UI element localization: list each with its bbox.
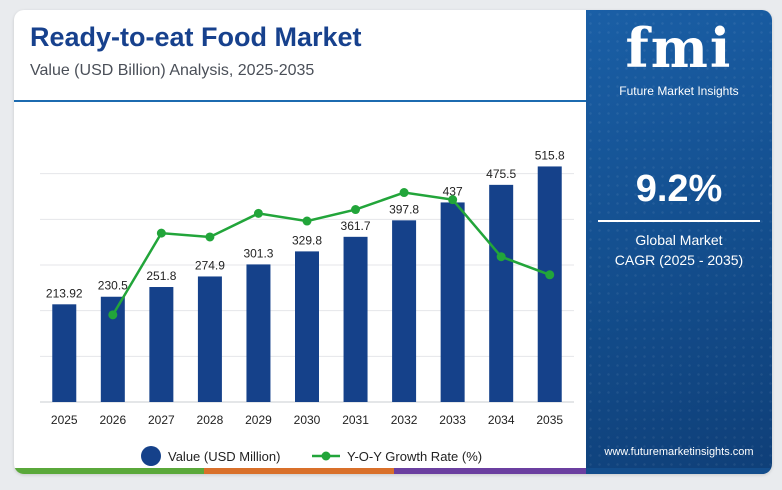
bar-2032 <box>392 220 417 402</box>
growth-line-series <box>108 188 555 320</box>
bar-label-2032: 397.8 <box>389 202 419 216</box>
bar-2027 <box>149 287 174 402</box>
growth-point-2030 <box>302 216 312 226</box>
chart-title: Ready-to-eat Food Market <box>30 22 362 52</box>
growth-point-2032 <box>399 188 409 198</box>
growth-line <box>111 191 551 316</box>
legend-label-growth: Y-O-Y Growth Rate (%) <box>347 449 482 464</box>
x-tick-2029: 2029 <box>245 413 272 427</box>
accent-orange <box>204 468 394 474</box>
cagr-divider <box>598 220 760 222</box>
bar-series <box>52 166 562 402</box>
brand-logo: fmi Future Market Insights <box>586 16 772 106</box>
x-tick-2035: 2035 <box>536 413 563 427</box>
grid-lines <box>40 173 574 403</box>
bar-label-2027: 251.8 <box>146 269 176 283</box>
chart-legend: Value (USD Million) Y-O-Y Growth Rate (%… <box>141 446 482 466</box>
bar-label-2030: 329.8 <box>292 233 322 247</box>
bottom-accent-bar <box>14 468 772 474</box>
bar-label-2025: 213.92 <box>46 286 83 300</box>
x-tick-2026: 2026 <box>99 413 126 427</box>
x-tick-2033: 2033 <box>439 413 466 427</box>
bar-label-2034: 475.5 <box>486 167 516 181</box>
growth-point-2034 <box>496 252 506 262</box>
x-tick-2028: 2028 <box>197 413 224 427</box>
cagr-label: Global Market CAGR (2025 - 2035) <box>586 230 772 270</box>
bar-2033 <box>440 202 465 402</box>
x-axis-ticks: 2025 2026 2027 2028 2029 2030 2031 2032 2033 2034… <box>51 413 563 427</box>
bar-2025 <box>52 304 77 402</box>
accent-green <box>14 468 204 474</box>
x-tick-2025: 2025 <box>51 413 78 427</box>
legend-marker-value <box>141 446 161 466</box>
growth-point-2027 <box>156 228 166 238</box>
bar-2031 <box>343 236 368 402</box>
legend-marker-growth <box>321 451 331 461</box>
bar-2035 <box>537 166 562 402</box>
summary-panel: fmi Future Market Insights 9.2% Global M… <box>586 10 772 474</box>
bar-label-2028: 274.9 <box>195 258 225 272</box>
panel-texture <box>586 10 772 474</box>
website-link[interactable]: www.futuremarketinsights.com <box>604 446 754 458</box>
x-tick-2027: 2027 <box>148 413 175 427</box>
bar-2029 <box>246 264 271 402</box>
chart-card: Ready-to-eat Food Market Value (USD Bill… <box>14 10 772 474</box>
logo-wordmark: fmi <box>625 16 733 80</box>
bar-label-2035: 515.8 <box>535 148 565 162</box>
cagr-label-line2: CAGR (2025 - 2035) <box>614 252 744 268</box>
bar-value-labels: 213.92 230.5 251.8 274.9 301.3 329.8 361.7 397.… <box>46 148 565 300</box>
cagr-value: 9.2% <box>635 168 723 210</box>
x-tick-2032: 2032 <box>391 413 418 427</box>
cagr-label-line1: Global Market <box>635 232 723 248</box>
chart-subtitle: Value (USD Billion) Analysis, 2025-2035 <box>30 62 315 79</box>
accent-purple <box>394 468 586 474</box>
growth-point-2035 <box>545 270 555 280</box>
growth-point-2026 <box>108 310 118 320</box>
growth-point-2033 <box>448 195 458 205</box>
market-chart: 213.92 230.5 251.8 274.9 301.3 329.8 361.7 397.… <box>40 148 574 466</box>
x-tick-2031: 2031 <box>342 413 369 427</box>
bar-2028 <box>197 276 222 402</box>
bar-label-2031: 361.7 <box>341 219 371 233</box>
growth-point-2031 <box>351 205 361 215</box>
growth-point-2028 <box>205 232 215 242</box>
bar-label-2026: 230.5 <box>98 279 128 293</box>
logo-caption: Future Market Insights <box>619 84 739 98</box>
growth-point-2029 <box>253 208 263 218</box>
title-divider <box>14 100 586 102</box>
bar-2030 <box>295 251 319 402</box>
bar-label-2033: 437 <box>443 184 463 198</box>
x-tick-2034: 2034 <box>488 413 515 427</box>
bar-2034 <box>489 184 514 402</box>
accent-blue <box>586 468 772 474</box>
x-tick-2030: 2030 <box>294 413 321 427</box>
bar-label-2029: 301.3 <box>243 246 273 260</box>
legend-label-value: Value (USD Million) <box>168 449 280 464</box>
